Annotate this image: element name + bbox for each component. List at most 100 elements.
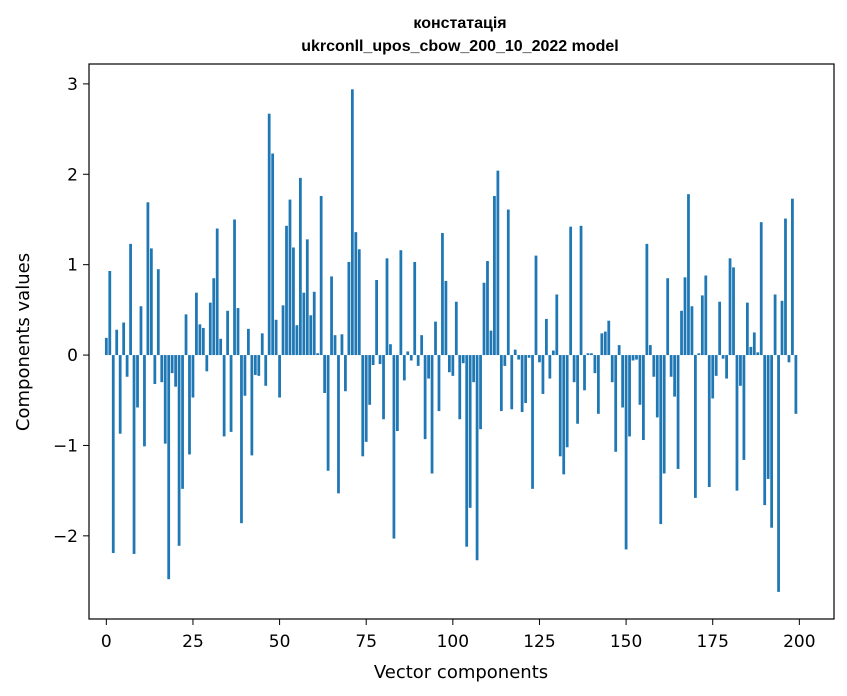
bar: [188, 355, 191, 455]
y-tick-label: −2: [53, 527, 78, 547]
bar: [642, 355, 645, 441]
bar: [222, 355, 226, 437]
bar: [493, 195, 496, 356]
bar: [496, 170, 500, 356]
x-tick-label: 0: [101, 632, 112, 652]
bar: [503, 355, 507, 366]
bar: [510, 355, 514, 410]
bar: [326, 355, 330, 471]
y-tick-label: 3: [67, 75, 78, 95]
bar: [538, 355, 541, 363]
bar: [170, 355, 174, 374]
bar: [610, 355, 614, 383]
bar: [357, 249, 361, 356]
bar: [711, 355, 715, 399]
bar: [406, 351, 410, 356]
bar: [229, 355, 233, 432]
bar: [160, 355, 164, 383]
chart-title: констатація: [413, 15, 506, 32]
bar: [323, 355, 327, 394]
bar: [617, 345, 621, 356]
bar: [312, 291, 316, 356]
bar: [243, 355, 247, 396]
bar: [316, 353, 320, 356]
bar: [122, 322, 126, 356]
x-tick-label: 175: [696, 632, 728, 652]
bar: [344, 355, 347, 392]
bar: [274, 319, 278, 356]
bar: [215, 228, 219, 356]
y-tick-label: −1: [53, 436, 78, 456]
bar: [531, 355, 534, 489]
bar: [524, 355, 527, 403]
bar: [745, 302, 749, 356]
bar: [545, 318, 548, 356]
bar: [375, 280, 378, 356]
bar: [787, 355, 791, 363]
bar: [177, 355, 181, 546]
bar: [281, 305, 285, 356]
bar: [527, 355, 531, 358]
bar: [267, 113, 271, 356]
bar: [298, 177, 302, 356]
bar: [302, 292, 306, 356]
bar: [489, 330, 493, 356]
bar: [409, 355, 413, 361]
bar: [576, 355, 579, 424]
bar: [250, 355, 254, 456]
bar: [714, 355, 718, 376]
bar: [226, 310, 229, 356]
bar: [704, 275, 708, 356]
bar: [174, 355, 178, 387]
bar: [125, 355, 129, 377]
bar: [163, 355, 167, 444]
bar: [759, 222, 763, 356]
y-axis-label: Components values: [13, 253, 34, 431]
bar: [548, 355, 552, 379]
x-tick-label: 200: [783, 632, 815, 652]
bar: [382, 355, 385, 420]
bar: [749, 346, 753, 356]
bar: [292, 247, 295, 356]
bar: [551, 350, 555, 356]
bar: [132, 355, 136, 554]
bar: [430, 355, 434, 474]
bar: [201, 327, 205, 356]
bar: [676, 355, 680, 469]
bar: [219, 338, 223, 356]
bar: [111, 355, 115, 554]
x-tick-label: 75: [355, 632, 377, 652]
bar: [271, 153, 275, 356]
bar: [662, 355, 666, 474]
bar: [520, 355, 524, 413]
bar: [472, 355, 476, 383]
bar: [167, 355, 171, 580]
x-tick-label: 50: [269, 632, 291, 652]
bar: [766, 355, 770, 479]
bar: [423, 355, 427, 440]
bar: [195, 292, 198, 356]
bar: [309, 315, 313, 356]
bar: [735, 355, 739, 491]
bar: [638, 355, 642, 405]
bar: [181, 355, 184, 489]
x-axis-label: Vector components: [374, 662, 548, 683]
bar: [149, 248, 153, 356]
bar: [454, 301, 458, 356]
bar: [461, 355, 465, 364]
bar: [136, 355, 139, 408]
bar: [777, 355, 780, 592]
bar: [413, 261, 417, 356]
bar: [739, 355, 742, 386]
bar: [253, 355, 257, 375]
bar: [350, 89, 354, 356]
bar: [236, 308, 240, 356]
bar: [659, 355, 663, 525]
bar: [742, 355, 746, 460]
y-tick-label: 1: [67, 256, 78, 276]
bar: [420, 335, 424, 356]
bar: [583, 355, 586, 391]
bar: [756, 352, 760, 356]
y-tick-label: 0: [67, 346, 78, 366]
bar: [486, 261, 489, 356]
